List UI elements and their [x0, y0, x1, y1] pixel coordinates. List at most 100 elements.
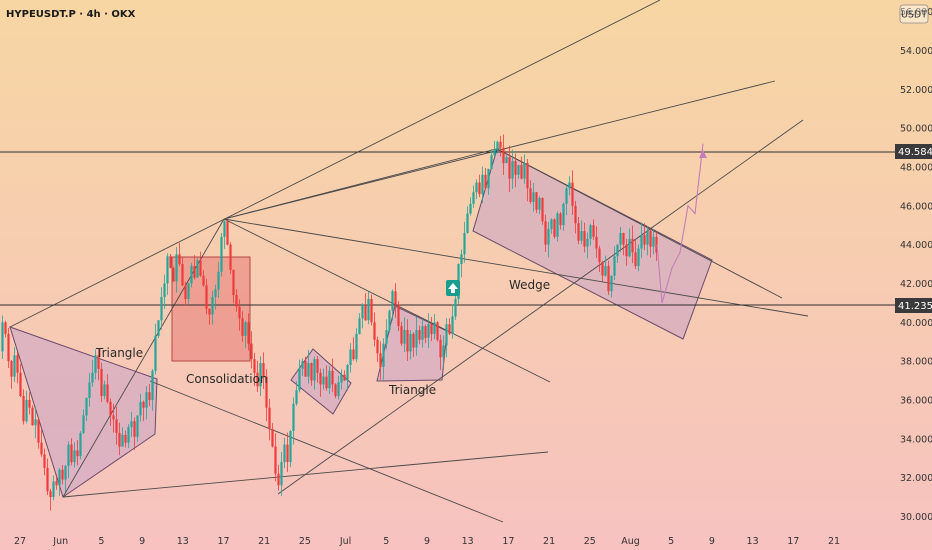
candle-up: [589, 225, 592, 239]
x-tick-label: Jul: [339, 536, 351, 547]
svg-text:49.584: 49.584: [898, 147, 932, 158]
candle-layer: [1, 134, 658, 511]
candle-up: [217, 271, 220, 290]
candle-down: [106, 384, 109, 402]
trendline-breakout[interactable]: [277, 119, 804, 495]
candle-up: [259, 363, 262, 387]
price-axis[interactable]: 30.000 32.000 34.000 36.000 38.000 40.000 42.0…: [900, 7, 932, 523]
candle-down: [226, 221, 229, 245]
candle-down: [502, 147, 505, 164]
candle-up: [640, 234, 643, 249]
candle-down: [253, 359, 256, 373]
candle-down: [331, 370, 334, 385]
trendline-channel-bottom[interactable]: [149, 380, 504, 523]
buy-arrow-marker[interactable]: [446, 280, 460, 296]
x-tick-label: 21: [258, 536, 270, 547]
trendline-upper-channel[interactable]: [223, 147, 501, 220]
candle-up: [463, 232, 466, 255]
candle-down: [271, 429, 274, 447]
candle-down: [181, 264, 184, 286]
candle-up: [433, 322, 436, 334]
candle-up: [307, 363, 310, 377]
candle-up: [421, 326, 424, 340]
y-tick-label: 38.000: [900, 357, 932, 368]
projection-path: [656, 143, 704, 304]
candle-down: [499, 141, 502, 148]
candle-up: [538, 198, 541, 210]
candle-up: [445, 324, 448, 346]
x-tick-label: 17: [787, 536, 799, 547]
candle-down: [649, 231, 652, 247]
candle-down: [70, 444, 73, 463]
candle-down: [22, 396, 25, 422]
candle-down: [43, 454, 46, 468]
candle-down: [277, 473, 280, 486]
trendline-wedge-top-ext[interactable]: [496, 148, 783, 299]
time-axis[interactable]: 27 Jun 5 9 13 17 21 25 Jul 5 9 13 17 21 25 Aug 5 9 13 17 21: [14, 536, 840, 547]
candle-down: [643, 234, 646, 245]
candle-up: [340, 374, 343, 383]
candle-down: [229, 244, 232, 270]
candle-down: [430, 324, 433, 334]
candle-up: [547, 229, 550, 245]
candle-down: [133, 421, 136, 437]
candle-up: [523, 163, 526, 179]
candle-down: [559, 213, 562, 226]
trendline-fan-2[interactable]: [223, 218, 809, 317]
x-tick-label: 17: [217, 536, 229, 547]
trendline-rising-long[interactable]: [9, 0, 661, 328]
y-tick-label: 36.000: [900, 395, 932, 406]
candle-up: [220, 236, 223, 272]
candle-down: [31, 407, 34, 426]
candle-down: [208, 308, 211, 315]
candle-up: [637, 248, 640, 266]
candle-up: [469, 203, 472, 214]
candle-up: [190, 265, 193, 284]
candle-down: [247, 322, 250, 344]
candle-down: [46, 467, 49, 492]
candle-down: [379, 353, 382, 367]
currency-badge[interactable]: USDT: [899, 4, 929, 24]
candle-down: [631, 238, 634, 253]
consolidation-box[interactable]: [171, 256, 251, 362]
trendline-fan-3[interactable]: [223, 218, 551, 383]
candle-up: [562, 203, 565, 226]
candle-down: [424, 326, 427, 338]
y-tick-label: 54.000: [900, 46, 932, 57]
candle-up: [79, 432, 82, 457]
candle-up: [145, 392, 148, 408]
candle-up: [139, 401, 142, 416]
y-tick-label: 56.000: [900, 7, 932, 18]
x-tick-label: 5: [383, 536, 389, 547]
candle-down: [202, 275, 205, 286]
candle-up: [388, 310, 391, 331]
y-tick-label: 42.000: [900, 279, 932, 290]
candle-up: [532, 192, 535, 202]
candle-down: [373, 322, 376, 340]
candle-down: [508, 157, 511, 179]
candle-down: [124, 434, 127, 443]
svg-text:USDT: USDT: [901, 10, 927, 21]
candle-down: [598, 248, 601, 263]
candle-down: [577, 223, 580, 241]
candle-up: [223, 221, 226, 237]
candle-up: [628, 238, 631, 257]
candle-up: [409, 333, 412, 352]
candle-up: [550, 219, 553, 230]
candle-up: [121, 434, 124, 447]
candle-up: [337, 382, 340, 397]
x-tick-label: 21: [543, 536, 555, 547]
candle-up: [361, 304, 364, 319]
candle-up: [604, 265, 607, 276]
candle-up: [283, 444, 286, 463]
candle-up: [73, 450, 76, 463]
candle-up: [292, 403, 295, 431]
candle-up: [403, 330, 406, 344]
label-consolidation: Consolidation: [186, 372, 268, 386]
candle-down: [319, 372, 322, 385]
candle-down: [601, 262, 604, 276]
candle-up: [1, 322, 4, 352]
candle-up: [610, 275, 613, 292]
candle-up: [88, 382, 91, 398]
